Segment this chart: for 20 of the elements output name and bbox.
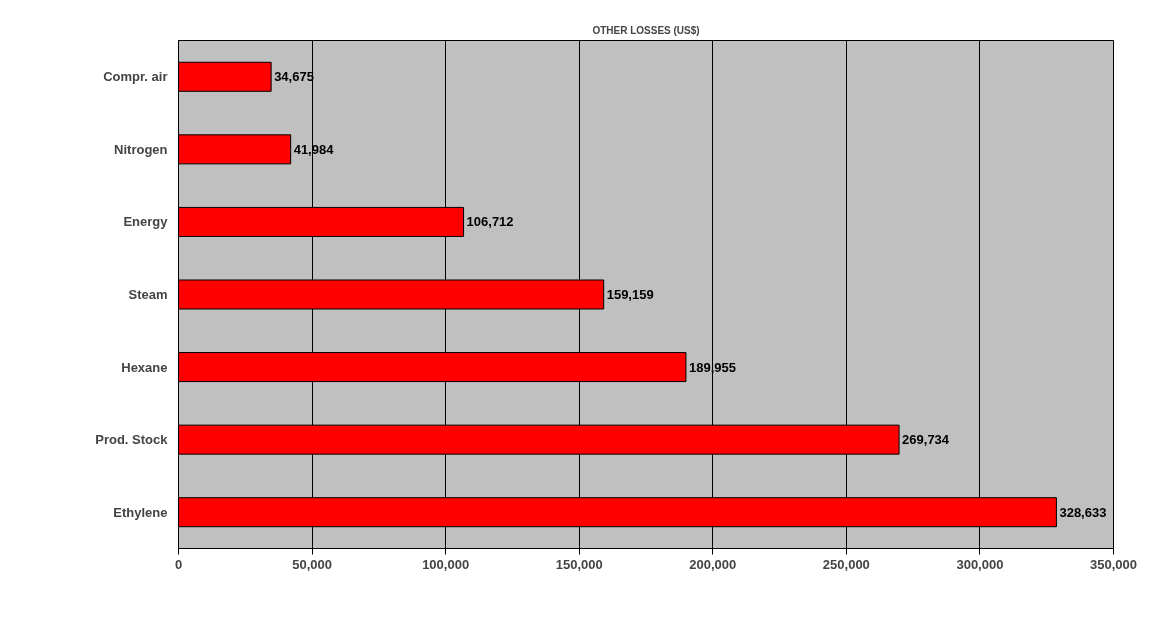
- data-label: 269,734: [902, 432, 950, 448]
- y-tick-label: Steam: [128, 287, 168, 302]
- data-label: 159,159: [606, 287, 654, 302]
- y-tick-label: Nitrogen: [114, 141, 168, 157]
- x-tick-label: 150,000: [555, 556, 603, 572]
- y-tick-label: Prod. Stock: [95, 432, 169, 448]
- data-label: 106,712: [466, 214, 514, 230]
- x-tick-label: 350,000: [1090, 556, 1137, 572]
- x-tick-label: 0: [174, 556, 183, 572]
- x-tick-label: 50,000: [292, 556, 332, 572]
- y-tick-label: Hexane: [121, 359, 168, 375]
- y-tick-label: Compr. air: [103, 69, 168, 85]
- x-tick-label: 200,000: [689, 556, 737, 572]
- y-tick-label: Ethylene: [113, 504, 168, 520]
- data-label: 328,633: [1059, 504, 1107, 520]
- x-tick-label: 100,000: [422, 556, 470, 572]
- chart-title: OTHER LOSSES (US$): [592, 24, 700, 36]
- x-tick-label: 250,000: [822, 556, 870, 572]
- x-tick-label: 300,000: [956, 556, 1004, 572]
- y-tick-label: Energy: [123, 214, 169, 230]
